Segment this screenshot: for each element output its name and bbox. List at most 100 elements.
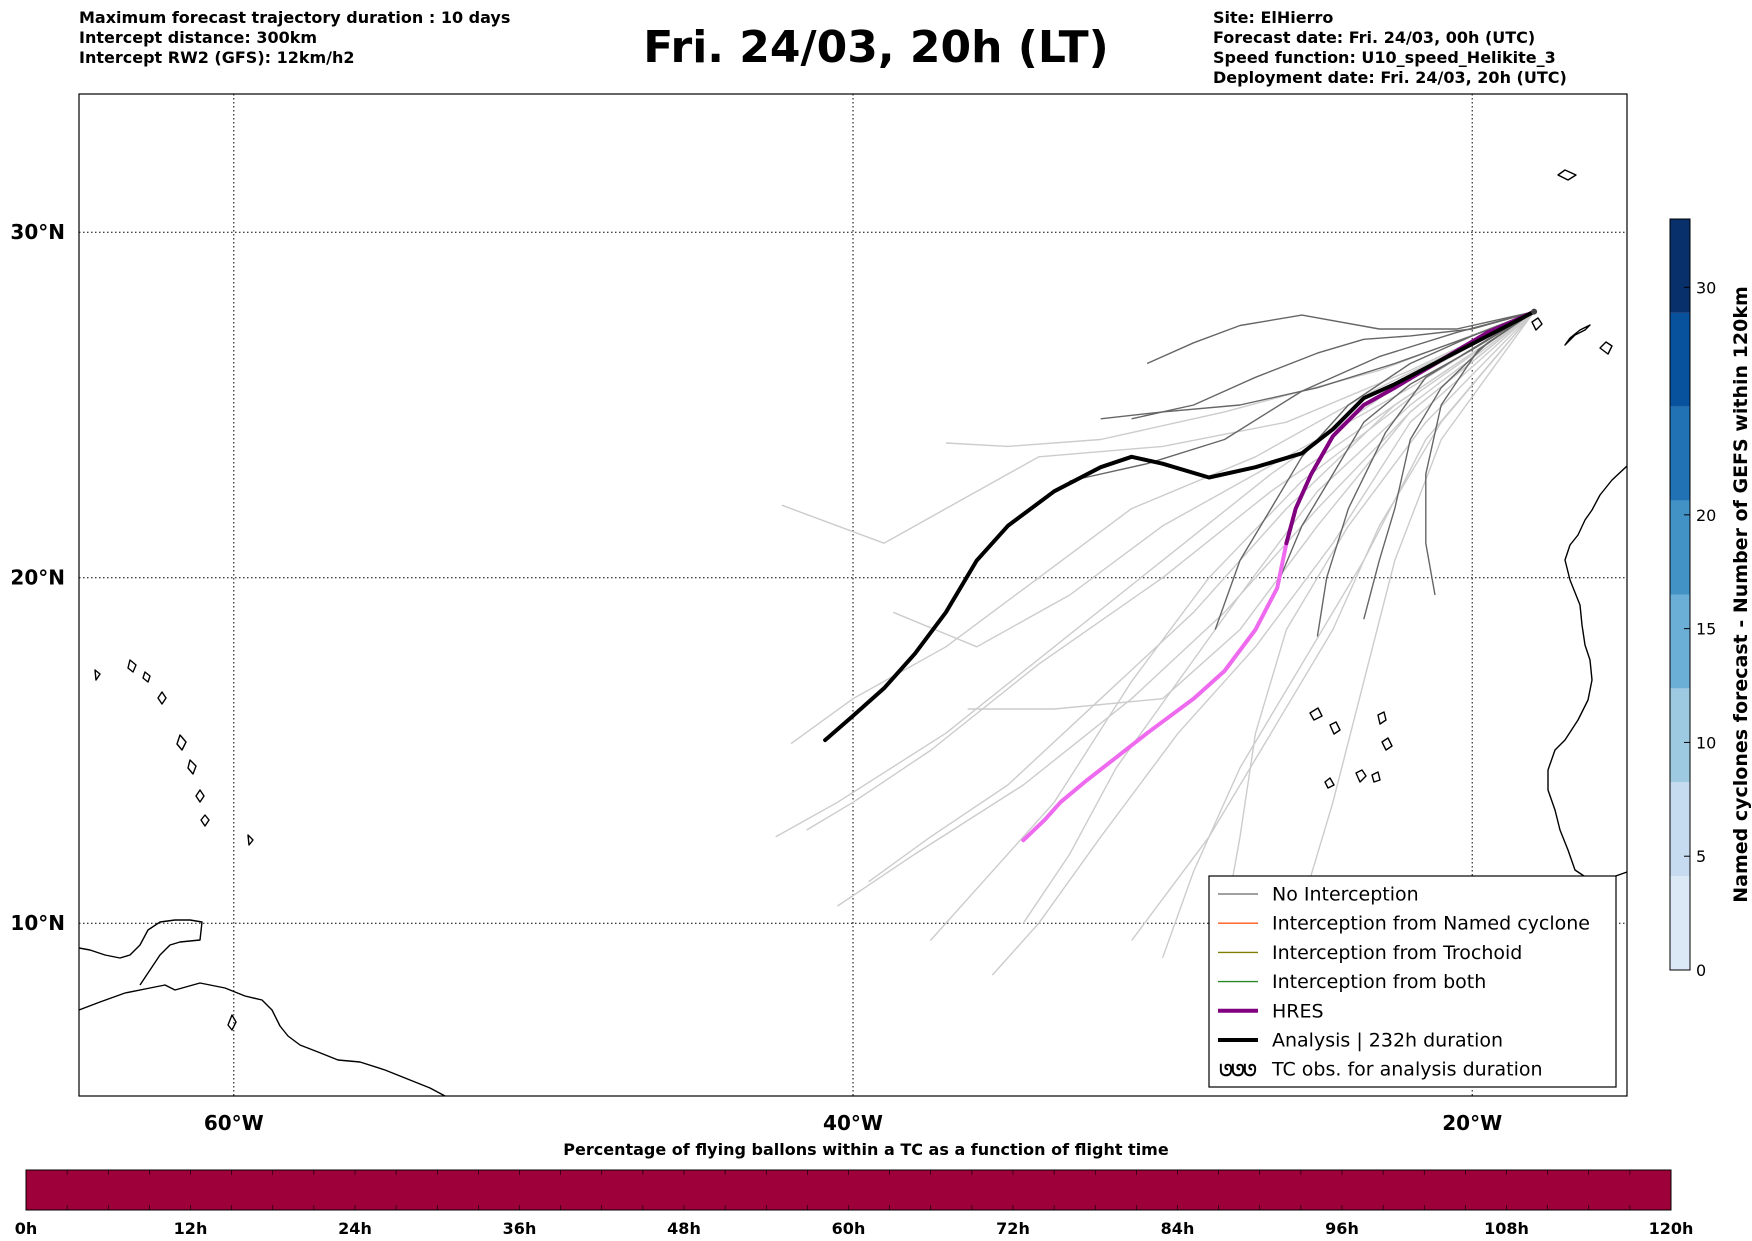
lat-tick-label: 20°N: [10, 566, 65, 590]
flight-time-tick-label: 72h: [996, 1219, 1030, 1238]
flight-time-tick-label: 108h: [1484, 1219, 1529, 1238]
legend-label: Interception from Named cyclone: [1272, 913, 1590, 935]
hres-track: [1284, 309, 1537, 546]
colorbar-tick-label: 30: [1696, 278, 1716, 297]
islands-lesser-antilles: [94, 659, 254, 846]
legend-label: Interception from both: [1272, 971, 1486, 993]
ensemble-track: [892, 311, 1535, 648]
coastline-venezuela-bay: [79, 919, 203, 986]
lon-tick-label: 20°W: [1442, 1111, 1502, 1135]
lat-tick-label: 30°N: [10, 220, 65, 244]
lat-tick-label: 10°N: [10, 911, 65, 935]
intercept-rw2-text: Intercept RW2 (GFS): 12km/h2: [79, 48, 355, 67]
colorbar-band: [1670, 594, 1690, 689]
flight-time-tick-label: 84h: [1161, 1219, 1195, 1238]
legend: No Interception Interception from Named c…: [1208, 875, 1617, 1088]
header-info-right: Site: ElHierro Forecast date: Fri. 24/03…: [1213, 8, 1567, 88]
ensemble-track: [1131, 311, 1535, 941]
island-tenerife: [1599, 341, 1613, 355]
ensemble-track: [1223, 311, 1535, 924]
flight-time-tick-label: 120h: [1649, 1219, 1694, 1238]
legend-label: Interception from Trochoid: [1272, 942, 1522, 964]
colorbar-band: [1670, 500, 1690, 595]
ensemble-track: [837, 311, 1535, 907]
flight-time-tick-label: 24h: [338, 1219, 372, 1238]
colorbar-flight-time-bar: [25, 1169, 1672, 1211]
trajectory-tracks: [775, 308, 1538, 976]
colorbar-band: [1670, 782, 1690, 877]
lon-tick-label: 60°W: [204, 1111, 264, 1135]
island-gran-canaria: [1531, 317, 1543, 331]
legend-label: No Interception: [1272, 884, 1419, 906]
colorbar-band: [1670, 312, 1690, 407]
ensemble-track: [1301, 311, 1535, 907]
ensemble-track: [790, 311, 1535, 745]
colorbar-tick-label: 0: [1696, 961, 1706, 980]
ensemble-track: [775, 311, 1535, 838]
ensemble-track: [967, 311, 1535, 710]
colorbar-band: [1670, 219, 1690, 313]
header-info-left: Maximum forecast trajectory duration : 1…: [79, 8, 510, 68]
legend-label: TC obs. for analysis duration: [1271, 1059, 1543, 1081]
islands-cape-verde-2: [1377, 711, 1393, 751]
island-madeira: [1557, 169, 1577, 181]
deployment-date-text: Deployment date: Fri. 24/03, 20h (UTC): [1213, 68, 1567, 87]
islands-cape-verde-3: [1324, 769, 1381, 789]
site-text: Site: ElHierro: [1213, 8, 1334, 27]
ensemble-track: [781, 311, 1535, 544]
ensemble-track: [945, 311, 1535, 448]
colorbar-frame: [1669, 218, 1691, 971]
legend-box: [1208, 875, 1617, 1088]
colorbar-flight-time-title: Percentage of flying ballons within a TC…: [563, 1140, 1169, 1159]
flight-time-tick-label: 96h: [1325, 1219, 1359, 1238]
colorbar-band: [1670, 406, 1690, 501]
colorbar-band: [1670, 876, 1690, 970]
island-trinidad: [227, 1014, 237, 1031]
flight-time-tick-label: 60h: [832, 1219, 866, 1238]
cyclone-symbols-icon: ᘎ: [1219, 1061, 1232, 1080]
ensemble-track: [1214, 311, 1535, 630]
flight-time-tick-label: 36h: [503, 1219, 537, 1238]
ensemble-track: [1100, 311, 1535, 420]
colorbar-cyclones: 0 5 10 15 20 30 Named cyclones forecast - Numb…: [1669, 218, 1752, 980]
max-duration-text: Maximum forecast trajectory duration : 1…: [79, 8, 511, 27]
coastlines: [79, 169, 1627, 1096]
legend-label: HRES: [1272, 1000, 1324, 1022]
hres-track-late: [1021, 541, 1289, 843]
speed-function-text: Speed function: U10_speed_Helikite_3: [1213, 48, 1556, 67]
ensemble-track: [868, 311, 1535, 883]
colorbar-flight-time: Percentage of flying ballons within a TC…: [15, 1140, 1694, 1238]
map-tick-labels: 60°W 40°W 20°W 30°N 20°N 10°N: [10, 220, 1502, 1135]
ensemble-track: [991, 311, 1535, 976]
analysis-track: [823, 309, 1537, 743]
ensemble-track: [1131, 311, 1535, 420]
lon-tick-label: 40°W: [823, 1111, 883, 1135]
ensemble-track: [929, 311, 1535, 941]
colorbar-band: [1670, 688, 1690, 783]
flight-time-tick-label: 0h: [15, 1219, 38, 1238]
intercept-distance-text: Intercept distance: 300km: [79, 28, 318, 47]
colorbar-tick-label: 15: [1696, 620, 1716, 639]
forecast-date-text: Forecast date: Fri. 24/03, 00h (UTC): [1213, 28, 1536, 47]
map-frame: [78, 93, 1628, 1097]
island-fuerteventura: [1564, 324, 1591, 346]
ensemble-track: [806, 311, 1535, 831]
legend-label: Analysis | 232h duration: [1272, 1030, 1503, 1052]
ensemble-track: [1146, 311, 1535, 365]
islands-cape-verde-1: [1309, 707, 1341, 735]
ensemble-track: [1316, 311, 1535, 637]
colorbar-cyclones-label: Named cyclones forecast - Number of GEFS…: [1730, 286, 1752, 903]
launch-site-marker: [1531, 308, 1538, 315]
coastline-africa: [1547, 465, 1627, 881]
cyclone-symbols-icon: ᘎ: [1231, 1061, 1244, 1080]
cyclone-symbols-icon: ᘎ: [1243, 1061, 1256, 1080]
ensemble-track: [1425, 311, 1535, 596]
ensemble-track: [1161, 311, 1535, 959]
page-title: Fri. 24/03, 20h (LT): [643, 22, 1109, 73]
flight-time-tick-label: 48h: [667, 1219, 701, 1238]
ensemble-track: [1276, 311, 1535, 585]
map-grid: [79, 94, 1627, 1096]
colorbar-tick-label: 5: [1696, 847, 1706, 866]
flight-time-tick-label: 12h: [174, 1219, 208, 1238]
